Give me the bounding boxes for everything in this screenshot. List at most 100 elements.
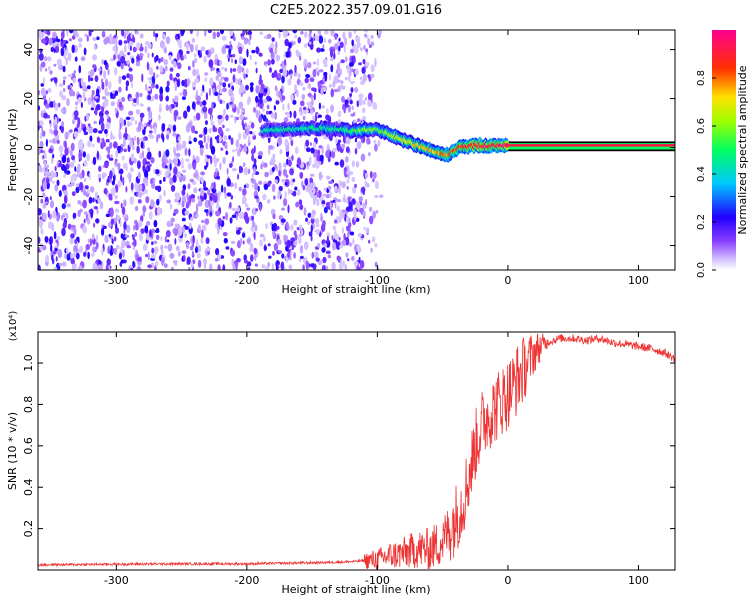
heatmap-cell bbox=[147, 151, 152, 160]
heatmap-cell bbox=[316, 243, 321, 248]
heatmap-cell bbox=[114, 195, 118, 200]
heatmap-cell bbox=[165, 95, 169, 102]
heatmap-cell bbox=[305, 74, 311, 78]
heatmap-cell bbox=[205, 50, 209, 55]
heatmap-cell bbox=[191, 81, 196, 88]
heatmap-cell bbox=[262, 108, 265, 112]
heatmap-cell bbox=[215, 211, 221, 217]
heatmap-cell bbox=[39, 120, 44, 127]
heatmap-cell bbox=[253, 247, 258, 255]
heatmap-cell bbox=[370, 41, 375, 47]
heatmap-cell bbox=[73, 70, 77, 74]
heatmap-cell bbox=[225, 114, 229, 121]
heatmap-cell bbox=[299, 82, 304, 87]
heatmap-cell bbox=[98, 155, 102, 161]
heatmap-cell bbox=[332, 147, 338, 153]
heatmap-cell bbox=[327, 149, 331, 153]
heatmap-cell bbox=[209, 193, 214, 197]
heatmap-cell bbox=[217, 226, 220, 235]
heatmap-cell bbox=[140, 43, 143, 47]
heatmap-cell bbox=[44, 160, 46, 167]
heatmap-cell bbox=[287, 188, 290, 195]
heatmap-cell bbox=[129, 45, 132, 52]
heatmap-cell bbox=[362, 186, 365, 196]
heatmap-cell bbox=[66, 203, 71, 208]
heatmap-cell bbox=[267, 147, 271, 155]
heatmap-cell bbox=[255, 67, 258, 74]
heatmap-cell bbox=[253, 166, 256, 175]
heatmap-cell bbox=[70, 149, 73, 157]
heatmap-cell bbox=[244, 260, 249, 264]
heatmap-cell bbox=[243, 40, 248, 45]
heatmap-cell bbox=[360, 47, 363, 51]
heatmap-cell bbox=[159, 65, 163, 73]
heatmap-cell bbox=[306, 101, 311, 106]
heatmap-cell bbox=[258, 151, 263, 157]
heatmap-cell bbox=[75, 183, 80, 187]
heatmap-cell bbox=[65, 247, 69, 254]
heatmap-cell bbox=[126, 120, 130, 128]
heatmap-cell bbox=[290, 224, 294, 231]
heatmap-cell bbox=[379, 194, 384, 198]
heatmap-cell bbox=[349, 93, 353, 97]
heatmap-cell bbox=[303, 43, 308, 48]
heatmap-cell bbox=[43, 154, 47, 159]
heatmap-cell bbox=[230, 137, 234, 145]
heatmap-cell bbox=[170, 184, 176, 192]
heatmap-cell bbox=[249, 246, 255, 253]
heatmap-cell bbox=[277, 239, 282, 245]
heatmap-cell bbox=[200, 229, 204, 239]
heatmap-cell bbox=[230, 67, 233, 74]
heatmap-cell bbox=[354, 148, 358, 155]
heatmap-cell bbox=[149, 229, 152, 238]
heatmap-cell bbox=[177, 116, 182, 120]
heatmap-cell bbox=[268, 255, 272, 259]
heatmap-cell bbox=[271, 166, 275, 172]
heatmap-cell bbox=[213, 181, 216, 191]
heatmap-cell bbox=[319, 80, 324, 85]
heatmap-cell bbox=[89, 238, 92, 247]
heatmap-cell bbox=[243, 184, 247, 189]
signal-line-core bbox=[507, 144, 675, 147]
heatmap-cell bbox=[274, 111, 277, 120]
heatmap-cell bbox=[374, 261, 378, 268]
heatmap-cell bbox=[52, 153, 55, 159]
heatmap-cell bbox=[63, 174, 66, 178]
heatmap-cell bbox=[173, 157, 179, 167]
heatmap-cell bbox=[92, 262, 98, 270]
heatmap-cell bbox=[351, 39, 355, 47]
heatmap-cell bbox=[165, 36, 171, 45]
heatmap-cell bbox=[164, 245, 168, 249]
heatmap-cell bbox=[299, 258, 302, 263]
x-tick-label: 100 bbox=[628, 274, 649, 287]
heatmap-cell bbox=[288, 42, 292, 49]
heatmap-cell bbox=[135, 91, 140, 99]
heatmap-cell bbox=[77, 37, 83, 43]
heatmap-cell bbox=[93, 120, 97, 125]
heatmap-cell bbox=[269, 47, 274, 54]
heatmap-cell bbox=[56, 179, 60, 186]
heatmap-cell bbox=[197, 224, 201, 232]
heatmap-cell bbox=[347, 196, 352, 200]
heatmap-cell bbox=[275, 100, 280, 105]
heatmap-cell bbox=[249, 54, 252, 61]
heatmap-cell bbox=[329, 202, 332, 210]
heatmap-cell bbox=[261, 264, 266, 269]
heatmap-cell bbox=[249, 82, 254, 87]
heatmap-cell bbox=[146, 87, 152, 92]
heatmap-cell bbox=[136, 265, 142, 270]
heatmap-cell bbox=[254, 224, 258, 232]
heatmap-cell bbox=[180, 54, 184, 60]
heatmap-cell bbox=[341, 96, 345, 103]
heatmap-cell bbox=[121, 97, 126, 102]
heatmap-cell bbox=[250, 242, 253, 248]
heatmap-cell bbox=[294, 64, 297, 73]
heatmap-cell bbox=[50, 46, 54, 53]
heatmap-cell bbox=[320, 223, 326, 232]
heatmap-cell bbox=[321, 200, 326, 205]
heatmap-cell bbox=[130, 167, 134, 172]
heatmap-cell bbox=[73, 110, 79, 117]
heatmap-cell bbox=[58, 262, 63, 267]
heatmap-cell bbox=[307, 61, 312, 69]
heatmap-cell bbox=[163, 176, 166, 182]
